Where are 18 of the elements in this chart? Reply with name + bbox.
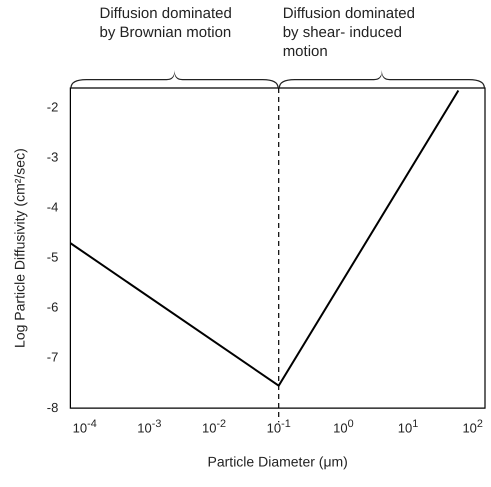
x-tick-label: 10$^{-1}$	[266, 417, 292, 437]
y-tick-label: -2	[46, 100, 58, 115]
y-tick-label: -5	[46, 250, 58, 265]
y-tick-label: -4	[46, 200, 58, 215]
x-tick-label: 10$^{0}$	[332, 417, 355, 437]
x-tick-label: 10$^{2}$	[461, 417, 484, 437]
text: Diffusion dominated by shear- induced motion	[282, 4, 416, 61]
x-tick-label: 10$^{1}$	[396, 417, 420, 437]
y-tick-label: -3	[46, 150, 58, 165]
y-axis-title: Log Particle Diffusivity (cm²/sec)	[11, 148, 28, 348]
y-tick-label: -6	[46, 300, 58, 315]
x-tick-label: 10$^{-3}$	[136, 417, 162, 437]
y-tick-label: -7	[46, 350, 58, 365]
x-tick-label: 10$^{-2}$	[200, 417, 228, 437]
y-tick-label: -8	[46, 400, 58, 415]
x-tick-label: 10$^{-4}$	[72, 417, 98, 437]
text: Diffusion dominated by Brownian motion	[100, 4, 233, 42]
x-axis-title: Particle Diameter (μm)	[208, 453, 348, 470]
